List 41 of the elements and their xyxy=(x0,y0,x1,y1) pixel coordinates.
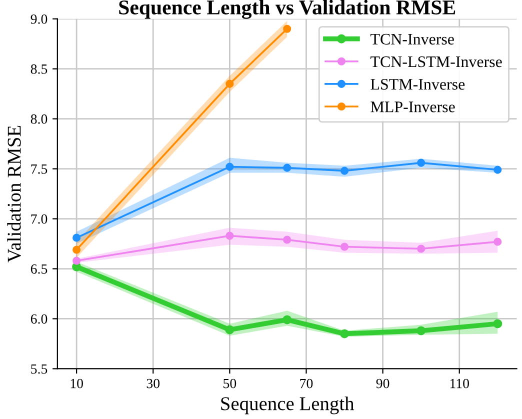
x-axis-title: Sequence Length xyxy=(221,396,354,414)
point xyxy=(225,325,234,334)
legend-label: LSTM-Inverse xyxy=(370,78,465,90)
x-tick-label: 50 xyxy=(224,378,236,388)
y-tick-label: 9.0 xyxy=(30,14,48,24)
point xyxy=(340,242,349,251)
point xyxy=(72,256,81,265)
point xyxy=(283,236,292,244)
point xyxy=(226,232,234,240)
point xyxy=(283,164,292,172)
x-tick-label: 10 xyxy=(70,378,83,388)
point xyxy=(494,238,502,246)
point xyxy=(416,326,426,336)
point xyxy=(493,319,502,328)
x-tick-label: 30 xyxy=(146,378,160,388)
y-tick-label: 8.0 xyxy=(30,114,48,124)
y-tick-label: 8.5 xyxy=(30,64,48,74)
x-tick-label: 90 xyxy=(376,378,390,388)
y-tick-label: 6.0 xyxy=(30,314,48,324)
legend-label: TCN-Inverse xyxy=(370,34,454,45)
point xyxy=(226,80,234,88)
legend-label: MLP-Inverse xyxy=(370,102,455,112)
point xyxy=(417,158,426,167)
point xyxy=(72,246,81,254)
point xyxy=(226,162,234,171)
point xyxy=(494,166,502,174)
y-tick-label: 6.5 xyxy=(30,264,48,274)
chart-title: Sequence Length vs Validation RMSE xyxy=(119,0,456,19)
point xyxy=(283,24,292,33)
y-tick-label: 7.0 xyxy=(31,214,48,224)
x-tick-label: 110 xyxy=(450,378,469,388)
x-tick-label: 70 xyxy=(300,378,313,388)
point xyxy=(340,166,349,175)
y-axis-title: Validation RMSE xyxy=(7,126,21,262)
point xyxy=(72,234,81,242)
point xyxy=(340,329,350,338)
point xyxy=(282,315,292,324)
point xyxy=(417,244,426,253)
legend-label: TCN-LSTM-Inverse xyxy=(370,56,502,68)
y-tick-label: 7.5 xyxy=(31,164,48,174)
y-tick-label: 5.5 xyxy=(31,364,48,374)
